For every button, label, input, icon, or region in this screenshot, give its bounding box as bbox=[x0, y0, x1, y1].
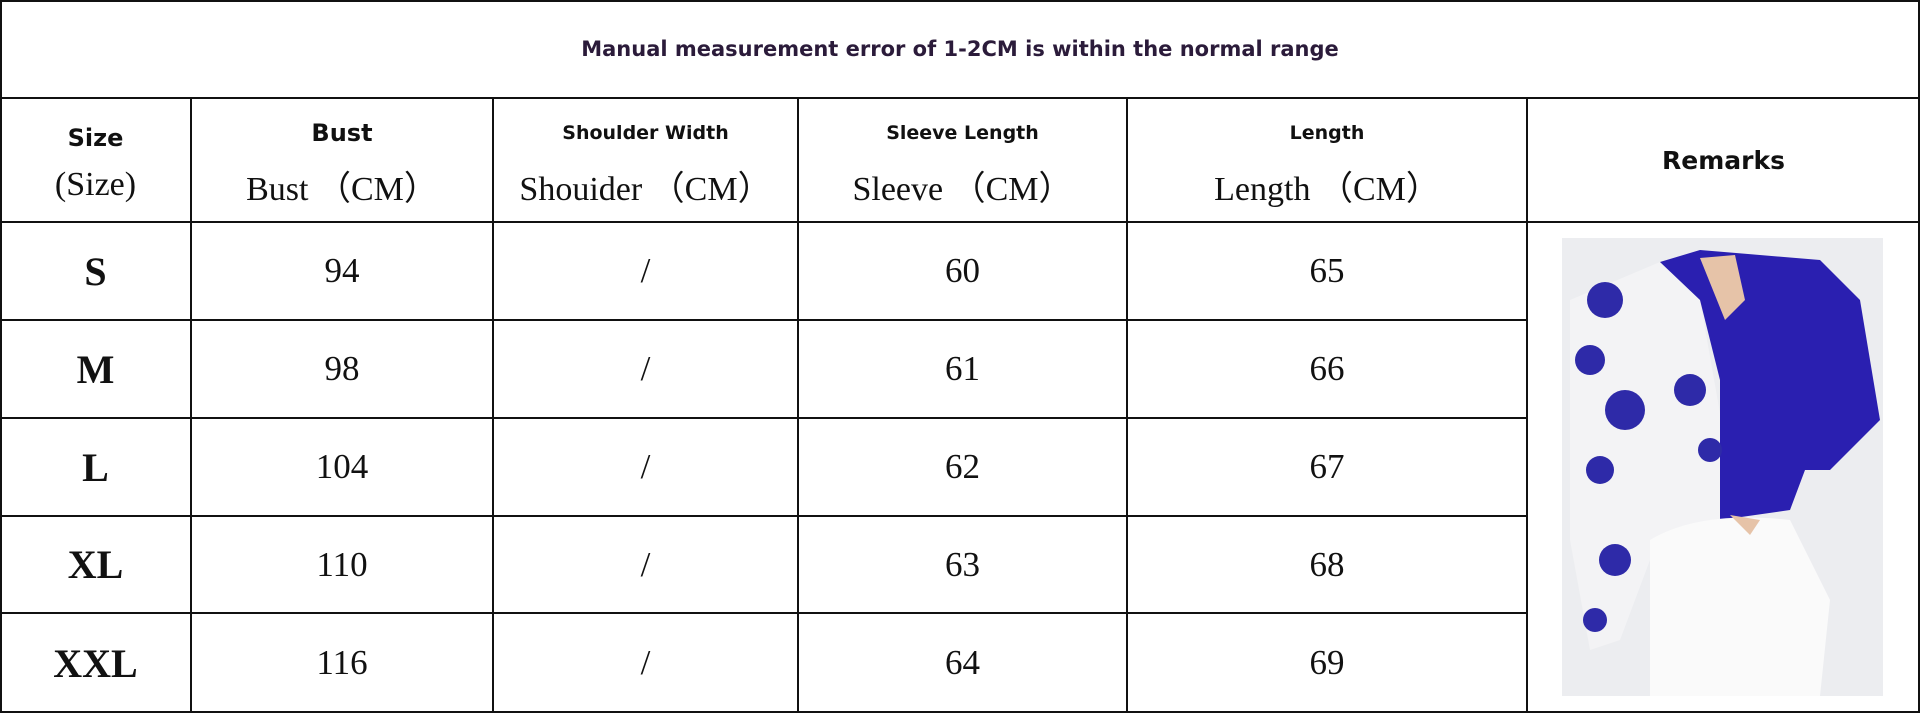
measurement: 116 bbox=[316, 643, 368, 682]
product-photo bbox=[1562, 238, 1883, 696]
size-label: S bbox=[84, 248, 107, 294]
remarks-header: Remarks bbox=[1662, 145, 1785, 175]
header-label: Size bbox=[67, 124, 124, 152]
header-label: Shoulder Width bbox=[562, 121, 729, 144]
measurement: 104 bbox=[315, 447, 369, 486]
header-sublabel: Length （CM） bbox=[1214, 170, 1440, 208]
header-label: Bust bbox=[311, 118, 373, 147]
measurement: 67 bbox=[1309, 447, 1345, 486]
size-label: M bbox=[76, 346, 115, 392]
header-cell: Shoulder Width Shouider （CM） bbox=[493, 98, 798, 222]
header-sublabel: (Size) bbox=[54, 166, 137, 203]
size-label: L bbox=[82, 444, 109, 490]
header-label: Sleeve Length bbox=[886, 121, 1039, 144]
measurement: 63 bbox=[945, 544, 980, 584]
header-cell: Sleeve Length Sleeve （CM） bbox=[798, 98, 1127, 222]
header-cell: Size (Size) bbox=[0, 98, 191, 222]
measurement: / bbox=[640, 643, 651, 682]
measurement: / bbox=[640, 447, 651, 486]
measurement: 60 bbox=[945, 251, 980, 290]
measurement: / bbox=[640, 544, 651, 584]
header-cell: Length Length （CM） bbox=[1127, 98, 1527, 222]
measurement: / bbox=[640, 349, 651, 388]
measurement: 62 bbox=[945, 447, 980, 486]
header-label: Length bbox=[1289, 121, 1365, 144]
header-cell: Bust Bust （CM） bbox=[191, 98, 493, 222]
measurement: 69 bbox=[1309, 643, 1345, 682]
header-sublabel: Sleeve （CM） bbox=[852, 170, 1073, 208]
measurement: 110 bbox=[316, 544, 368, 584]
header-sublabel: Bust （CM） bbox=[246, 170, 438, 208]
measurement: 98 bbox=[324, 349, 360, 388]
size-label: XXL bbox=[53, 640, 138, 686]
measurement: 61 bbox=[945, 349, 980, 388]
table-title: Manual measurement error of 1-2CM is wit… bbox=[581, 37, 1339, 61]
header-sublabel: Shouider （CM） bbox=[519, 170, 772, 208]
measurement: / bbox=[640, 251, 651, 290]
measurement: 64 bbox=[945, 643, 980, 682]
measurement: 94 bbox=[324, 251, 360, 290]
size-label: XL bbox=[67, 542, 124, 587]
measurement: 66 bbox=[1309, 349, 1345, 388]
measurement: 65 bbox=[1309, 251, 1345, 290]
measurement: 68 bbox=[1309, 544, 1345, 584]
